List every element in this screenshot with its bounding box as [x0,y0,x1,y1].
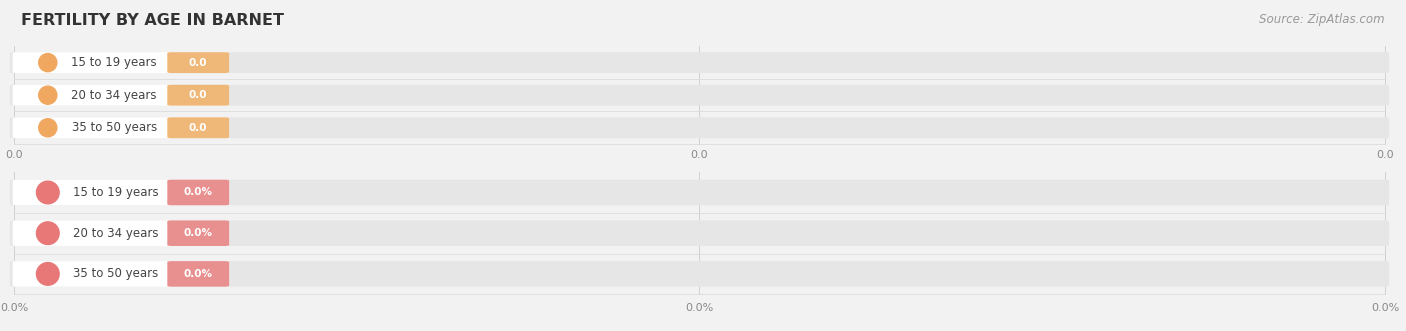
Text: 20 to 34 years: 20 to 34 years [72,89,157,102]
FancyBboxPatch shape [167,117,229,138]
FancyBboxPatch shape [167,180,229,205]
FancyBboxPatch shape [10,52,1389,73]
Text: 20 to 34 years: 20 to 34 years [73,227,157,240]
FancyBboxPatch shape [13,220,229,246]
FancyBboxPatch shape [13,52,229,73]
Ellipse shape [37,222,59,245]
Text: 0.0: 0.0 [1376,150,1393,160]
FancyBboxPatch shape [13,85,229,106]
Text: 0.0: 0.0 [6,150,22,160]
FancyBboxPatch shape [10,180,1389,205]
FancyBboxPatch shape [167,52,229,73]
Ellipse shape [39,119,56,137]
FancyBboxPatch shape [10,220,1389,246]
FancyBboxPatch shape [167,261,229,287]
Text: 0.0%: 0.0% [1371,303,1399,313]
FancyBboxPatch shape [13,117,229,138]
Text: 15 to 19 years: 15 to 19 years [72,56,157,69]
Text: FERTILITY BY AGE IN BARNET: FERTILITY BY AGE IN BARNET [21,13,284,28]
Text: 0.0%: 0.0% [184,187,212,198]
Text: 15 to 19 years: 15 to 19 years [73,186,157,199]
FancyBboxPatch shape [10,85,1389,106]
Ellipse shape [39,54,56,72]
Text: 0.0: 0.0 [188,90,208,100]
Text: 0.0%: 0.0% [184,228,212,238]
FancyBboxPatch shape [13,261,229,287]
FancyBboxPatch shape [167,85,229,106]
Text: 0.0: 0.0 [188,58,208,68]
Text: 35 to 50 years: 35 to 50 years [72,121,157,134]
Text: 0.0%: 0.0% [685,303,714,313]
FancyBboxPatch shape [10,261,1389,287]
Text: 0.0%: 0.0% [0,303,28,313]
Text: Source: ZipAtlas.com: Source: ZipAtlas.com [1260,13,1385,26]
Text: 0.0: 0.0 [690,150,709,160]
FancyBboxPatch shape [13,180,229,205]
FancyBboxPatch shape [167,220,229,246]
FancyBboxPatch shape [10,117,1389,138]
Ellipse shape [37,262,59,285]
Ellipse shape [37,181,59,204]
Text: 0.0: 0.0 [188,123,208,133]
Text: 0.0%: 0.0% [184,269,212,279]
Text: 35 to 50 years: 35 to 50 years [73,267,157,280]
Ellipse shape [39,86,56,104]
